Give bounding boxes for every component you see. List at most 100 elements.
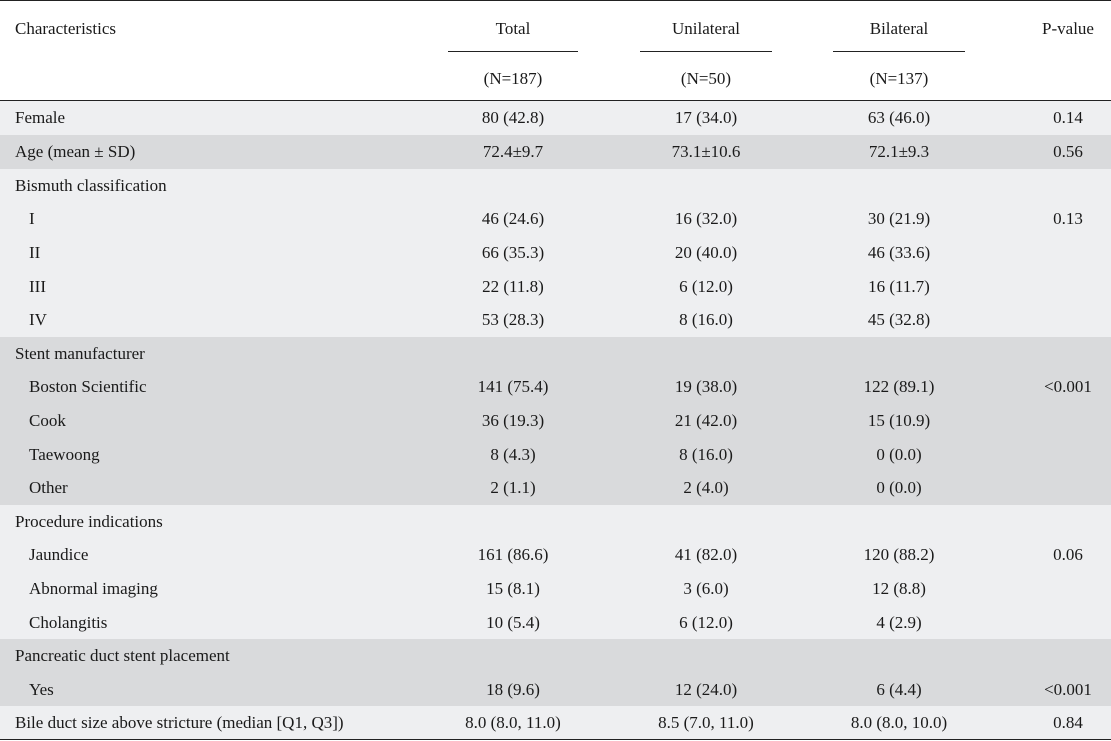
row-label: Cook (29, 411, 66, 430)
row-label: Other (29, 478, 68, 497)
header-bilateral: Bilateral (869, 19, 929, 38)
cell-bilateral: 122 (89.1) (863, 377, 935, 396)
cell-total: 8.0 (8.0, 11.0) (465, 713, 561, 732)
cell-bilateral: 45 (32.8) (867, 310, 931, 329)
cell-total: 46 (24.6) (481, 209, 545, 228)
header-total: Total (495, 19, 531, 38)
row-label: IV (29, 310, 47, 329)
cell-bilateral: 8.0 (8.0, 10.0) (850, 713, 948, 732)
header-bilateral-n: (N=137) (869, 69, 929, 88)
header-underline-unilateral (640, 51, 772, 52)
group-label: Bismuth classification (15, 176, 167, 195)
table-row: Jaundice 161 (86.6) 41 (82.0) 120 (88.2)… (0, 538, 1111, 572)
group-label: Pancreatic duct stent placement (15, 646, 230, 665)
cell-unilateral: 8.5 (7.0, 11.0) (658, 713, 754, 732)
cell-pvalue: 0.84 (1053, 713, 1083, 732)
header-pvalue: P-value (1042, 19, 1094, 38)
row-label: I (29, 209, 35, 228)
row-label: Bile duct size above stricture (median [… (15, 713, 344, 732)
cell-bilateral: 72.1±9.3 (868, 142, 930, 161)
cell-unilateral: 8 (16.0) (679, 445, 733, 464)
cell-unilateral: 8 (16.0) (679, 310, 733, 329)
row-label: Jaundice (29, 545, 89, 564)
table-row: Other 2 (1.1) 2 (4.0) 0 (0.0) (0, 471, 1111, 505)
row-label: Taewoong (29, 445, 100, 464)
cell-unilateral: 6 (12.0) (679, 613, 733, 632)
cell-total: 22 (11.8) (482, 277, 544, 296)
cell-unilateral: 21 (42.0) (674, 411, 738, 430)
group-label: Procedure indications (15, 512, 163, 531)
table-row: I 46 (24.6) 16 (32.0) 30 (21.9) 0.13 (0, 202, 1111, 236)
cell-pvalue: 0.56 (1053, 142, 1083, 161)
table-row: Procedure indications (0, 505, 1111, 539)
cell-bilateral: 30 (21.9) (867, 209, 931, 228)
table-row: Yes 18 (9.6) 12 (24.0) 6 (4.4) <0.001 (0, 673, 1111, 707)
table-row: IV 53 (28.3) 8 (16.0) 45 (32.8) (0, 303, 1111, 337)
cell-unilateral: 17 (34.0) (674, 108, 738, 127)
cell-bilateral: 46 (33.6) (867, 243, 931, 262)
header-unilateral-n: (N=50) (680, 69, 732, 88)
cell-pvalue: 0.14 (1053, 108, 1083, 127)
cell-unilateral: 19 (38.0) (674, 377, 738, 396)
row-label: Abnormal imaging (29, 579, 158, 598)
table-row: Boston Scientific 141 (75.4) 19 (38.0) 1… (0, 370, 1111, 404)
table-row: Bismuth classification (0, 169, 1111, 203)
header-characteristics: Characteristics (15, 19, 117, 38)
cell-total: 53 (28.3) (481, 310, 545, 329)
cell-bilateral: 0 (0.0) (876, 445, 922, 464)
cell-total: 36 (19.3) (481, 411, 545, 430)
cell-total: 2 (1.1) (490, 478, 536, 497)
cell-pvalue: 0.06 (1053, 545, 1083, 564)
header-underline-total (448, 51, 578, 52)
cell-unilateral: 16 (32.0) (674, 209, 738, 228)
header-total-n: (N=187) (483, 69, 543, 88)
cell-bilateral: 0 (0.0) (876, 478, 922, 497)
cell-total: 66 (35.3) (481, 243, 545, 262)
cell-bilateral: 63 (46.0) (867, 108, 931, 127)
cell-total: 15 (8.1) (486, 579, 540, 598)
cell-unilateral: 20 (40.0) (674, 243, 738, 262)
cell-bilateral: 120 (88.2) (863, 545, 935, 564)
table-row: Cholangitis 10 (5.4) 6 (12.0) 4 (2.9) (0, 606, 1111, 640)
table-row: Abnormal imaging 15 (8.1) 3 (6.0) 12 (8.… (0, 572, 1111, 606)
table-row: Pancreatic duct stent placement (0, 639, 1111, 673)
cell-bilateral: 16 (11.7) (868, 277, 930, 296)
cell-unilateral: 2 (4.0) (683, 478, 729, 497)
table-row: II 66 (35.3) 20 (40.0) 46 (33.6) (0, 236, 1111, 270)
cell-bilateral: 15 (10.9) (867, 411, 931, 430)
cell-pvalue: 0.13 (1053, 209, 1083, 228)
cell-total: 141 (75.4) (477, 377, 549, 396)
table-bottom-rule (0, 739, 1111, 740)
table-row: III 22 (11.8) 6 (12.0) 16 (11.7) (0, 270, 1111, 304)
table-header: Characteristics Total Unilateral Bilater… (0, 0, 1111, 101)
cell-pvalue: <0.001 (1044, 680, 1092, 699)
header-underline-bilateral (833, 51, 965, 52)
table-row: Stent manufacturer (0, 337, 1111, 371)
cell-bilateral: 4 (2.9) (876, 613, 922, 632)
row-label: III (29, 277, 46, 296)
table-row: Taewoong 8 (4.3) 8 (16.0) 0 (0.0) (0, 438, 1111, 472)
table-row: Bile duct size above stricture (median [… (0, 706, 1111, 740)
group-label: Stent manufacturer (15, 344, 145, 363)
cell-total: 8 (4.3) (490, 445, 536, 464)
row-label: Boston Scientific (29, 377, 147, 396)
cell-total: 161 (86.6) (477, 545, 549, 564)
cell-unilateral: 3 (6.0) (683, 579, 729, 598)
cell-pvalue: <0.001 (1044, 377, 1092, 396)
cell-total: 72.4±9.7 (482, 142, 544, 161)
header-unilateral: Unilateral (672, 19, 740, 38)
table-row: Cook 36 (19.3) 21 (42.0) 15 (10.9) (0, 404, 1111, 438)
cell-unilateral: 6 (12.0) (679, 277, 733, 296)
table-row: Age (mean ± SD) 72.4±9.7 73.1±10.6 72.1±… (0, 135, 1111, 169)
cell-unilateral: 12 (24.0) (674, 680, 738, 699)
cell-bilateral: 12 (8.8) (872, 579, 926, 598)
cell-unilateral: 73.1±10.6 (671, 142, 741, 161)
cell-total: 18 (9.6) (486, 680, 540, 699)
row-label: Yes (29, 680, 54, 699)
cell-total: 80 (42.8) (481, 108, 545, 127)
table-row: Female 80 (42.8) 17 (34.0) 63 (46.0) 0.1… (0, 101, 1111, 135)
row-label: Female (15, 108, 66, 127)
cell-total: 10 (5.4) (486, 613, 540, 632)
cell-bilateral: 6 (4.4) (876, 680, 922, 699)
